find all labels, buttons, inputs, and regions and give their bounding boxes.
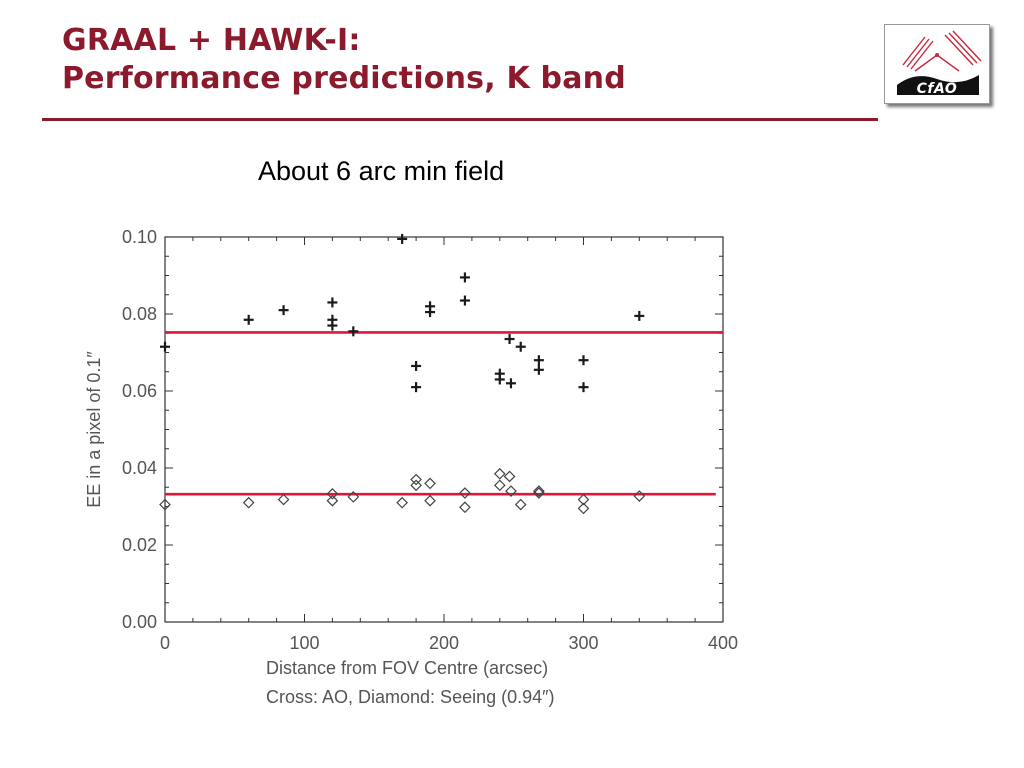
x-tick-label: 100 (289, 633, 319, 653)
ao-cross-marker (160, 341, 170, 352)
seeing-diamond-marker (396, 496, 408, 509)
seeing-diamond-marker (633, 490, 646, 502)
seeing-diamond-marker (326, 487, 339, 500)
x-axis-label: Distance from FOV Centre (arcsec) (266, 658, 548, 678)
logo-stroke (948, 32, 978, 64)
seeing-diamond-marker (577, 502, 590, 515)
ao-cross-marker (327, 320, 338, 331)
logo-wave (897, 75, 979, 95)
seeing-diamond-marker (503, 470, 516, 483)
logo-stroke (906, 38, 930, 68)
ao-cross-marker (397, 233, 408, 244)
logo-stroke (902, 36, 926, 66)
seeing-diamond-marker (277, 493, 290, 506)
ao-cross-marker (494, 374, 505, 385)
seeing-diamond-marker (505, 485, 517, 497)
plot-frame (164, 236, 724, 623)
axis-labels: Distance from FOV Centre (arcsec) Cross:… (84, 351, 555, 707)
axis-ticks: 0 100 200 300 400 0.00 0.02 0.04 0.06 0.08 0.10 (122, 227, 738, 653)
x-axis-label-secondary: Cross: AO, Diamond: Seeing (0.94″) (266, 687, 555, 707)
slide-title: GRAAL + HAWK-I: Performance predictions,… (62, 22, 626, 98)
y-tick-label: 0.04 (122, 458, 157, 478)
x-tick-label: 200 (429, 633, 459, 653)
ao-cross-marker (515, 341, 526, 352)
ao-cross-marker (578, 382, 589, 393)
slide-title-line-1: GRAAL + HAWK-I: (62, 23, 361, 58)
ao-cross-marker (327, 297, 338, 308)
ao-cross-marker (578, 355, 589, 366)
seeing-diamond-marker (459, 501, 471, 514)
y-axis-label: EE in a pixel of 0.1″ (84, 351, 104, 508)
logo-stroke (910, 40, 934, 70)
logo-stroke (952, 30, 982, 62)
seeing-diamond-marker (410, 473, 422, 486)
x-tick-label: 300 (568, 633, 598, 653)
y-tick-label: 0.08 (122, 304, 157, 324)
ao-cross-marker (411, 382, 422, 393)
seeing-diamond-marker (577, 493, 590, 506)
seeing-diamond-marker (533, 487, 545, 499)
y-tick-label: 0.06 (122, 381, 157, 401)
seeing-diamond-marker (514, 498, 527, 511)
seeing-diamond-marker (459, 487, 471, 499)
cfao-logo: CfAO (884, 24, 990, 104)
ao-cross-marker (533, 364, 544, 375)
seeing-diamond-marker (533, 485, 545, 497)
logo-dot (935, 53, 939, 57)
ao-cross-marker (505, 378, 516, 389)
seeing-diamond-marker (424, 477, 436, 490)
slide-title-line-2: Performance predictions, K band (62, 61, 626, 96)
ao-cross-marker (348, 326, 359, 337)
seeing-diamond-marker (493, 479, 506, 492)
ao-cross-marker (278, 305, 289, 316)
ao-cross-marker (533, 355, 544, 366)
reference-lines (165, 331, 723, 496)
data-markers (159, 233, 646, 515)
y-tick-label: 0.00 (122, 612, 157, 632)
logo-text: CfAO (916, 81, 958, 97)
seeing-diamond-marker (242, 496, 255, 509)
ao-cross-marker (459, 295, 470, 306)
cfao-logo-graphic (897, 30, 982, 95)
y-tick-label: 0.10 (122, 227, 157, 247)
seeing-diamond-marker (159, 498, 171, 511)
ao-cross-marker (411, 360, 422, 371)
x-tick-label: 0 (160, 633, 170, 653)
ao-cross-marker (459, 272, 470, 283)
ao-cross-marker (634, 310, 645, 321)
ao-cross-marker (243, 314, 254, 325)
seeing-diamond-marker (410, 479, 422, 492)
x-tick-label: 400 (708, 633, 738, 653)
y-tick-label: 0.02 (122, 535, 157, 555)
chart-subtitle: About 6 arc min field (258, 156, 505, 186)
seeing-diamond-marker (424, 494, 436, 507)
title-divider (42, 118, 878, 121)
logo-stroke (944, 34, 974, 66)
seeing-diamond-marker (326, 494, 339, 507)
seeing-diamond-marker (493, 467, 506, 480)
ao-cross-marker (504, 334, 515, 345)
seeing-diamond-marker (347, 491, 360, 503)
ao-cross-marker (425, 307, 436, 318)
